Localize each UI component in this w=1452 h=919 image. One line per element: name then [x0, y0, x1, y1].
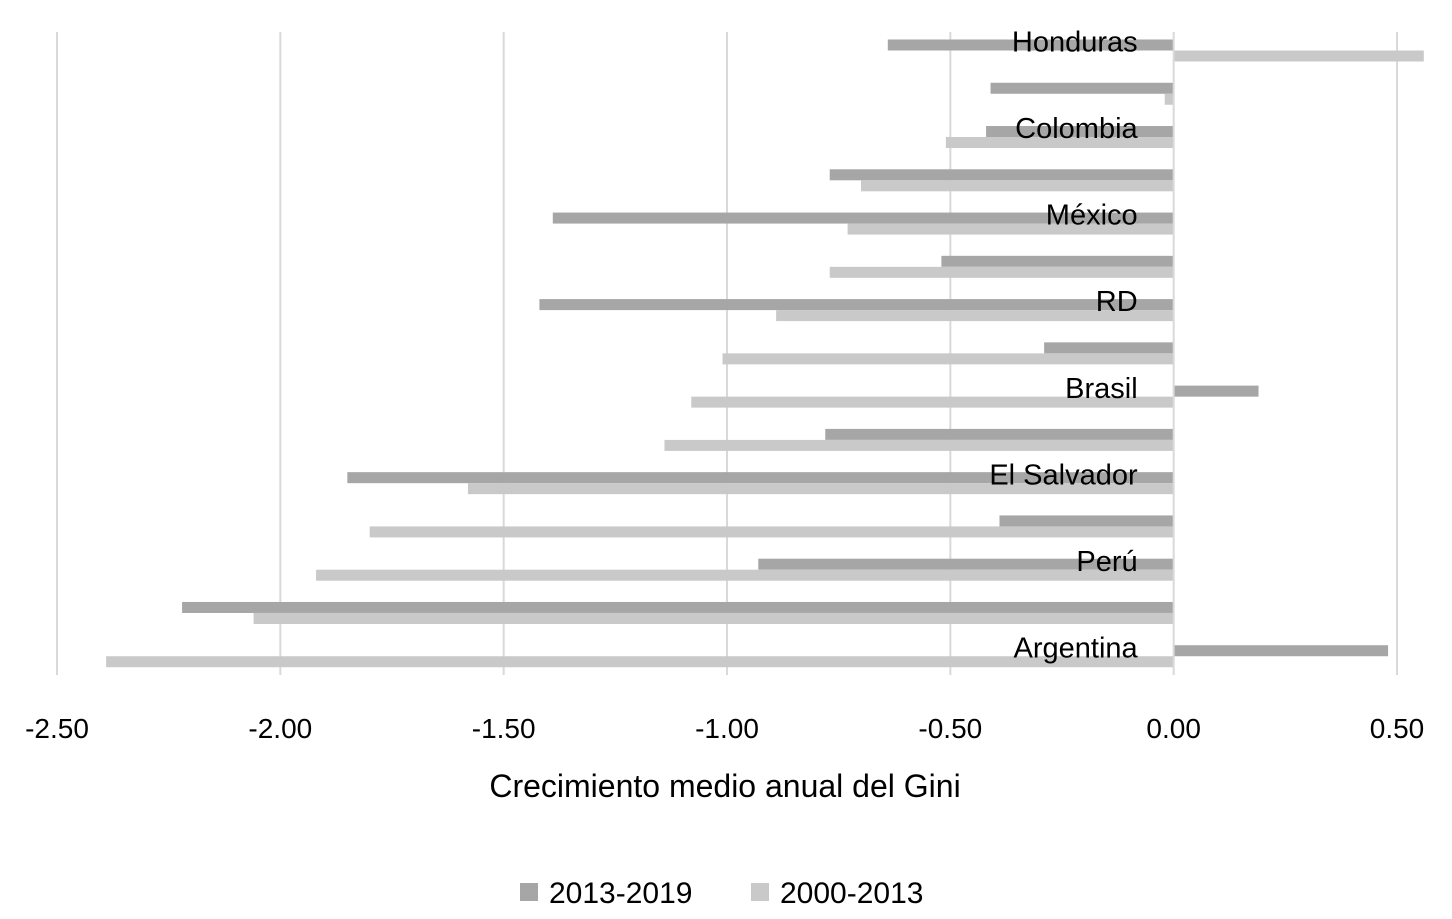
legend-swatch-2000-2013 [751, 883, 769, 901]
bar-2000-2013-row-9-brasil [691, 396, 1174, 408]
bar-2000-2013-row-11-el-salvador [467, 483, 1174, 495]
bar-2013-2019-row-6 [941, 255, 1174, 267]
x-tick-label: -2.50 [25, 713, 89, 744]
bar-2000-2013-row-8 [722, 353, 1174, 365]
bar-2000-2013-row-10 [664, 439, 1174, 451]
bar-2000-2013-row-1-honduras [1173, 50, 1424, 62]
x-tick-label: -2.00 [248, 713, 312, 744]
bar-2000-2013-row-3-colombia [945, 137, 1174, 149]
bar-2013-2019-row-1-honduras [887, 39, 1174, 51]
bar-2000-2013-row-7-rd [776, 310, 1174, 322]
x-axis-title: Crecimiento medio anual del Gini [489, 768, 960, 804]
category-label-honduras: Honduras [1012, 27, 1138, 59]
bar-2000-2013-row-6 [829, 266, 1174, 278]
bar-2013-2019-row-5-mexico [552, 212, 1174, 224]
bar-2013-2019-row-14 [182, 601, 1174, 613]
bar-2000-2013-row-15-argentina [106, 656, 1174, 668]
bar-2013-2019-row-3-colombia [986, 126, 1174, 138]
x-tick-label: -1.50 [472, 713, 536, 744]
bar-2013-2019-row-15-argentina [1173, 645, 1389, 657]
legend: 2013-2019 2000-2013 [520, 877, 923, 910]
legend-swatch-2013-2019 [520, 883, 538, 901]
bar-2013-2019-row-2 [990, 82, 1174, 94]
legend-label-2000-2013: 2000-2013 [780, 877, 923, 910]
category-label-rd: RD [1096, 286, 1138, 318]
x-tick-label: -0.50 [918, 713, 982, 744]
category-label-mexico: México [1046, 200, 1138, 232]
bar-2013-2019-row-7-rd [539, 299, 1174, 311]
category-label-argentina: Argentina [1014, 632, 1139, 664]
category-label-brasil: Brasil [1065, 373, 1138, 405]
bar-2000-2013-row-12 [369, 526, 1174, 538]
bar-2000-2013-row-13-peru [316, 569, 1174, 581]
bar-2013-2019-row-9-brasil [1173, 385, 1259, 397]
bars [106, 39, 1424, 668]
category-label-el-salvador: El Salvador [989, 459, 1138, 491]
category-labels: Honduras Colombia México RD Brasil El Salvado… [989, 27, 1138, 665]
x-tick-label: 0.50 [1370, 713, 1425, 744]
category-label-peru: Perú [1076, 546, 1137, 578]
bar-2013-2019-row-4 [829, 169, 1174, 181]
bar-2013-2019-row-8 [1044, 342, 1174, 354]
bar-2000-2013-row-2 [1164, 93, 1174, 105]
bar-2013-2019-row-12 [999, 515, 1174, 527]
legend-label-2013-2019: 2013-2019 [549, 877, 692, 910]
x-tick-label: 0.00 [1146, 713, 1201, 744]
x-tick-labels: -2.50 -2.00 -1.50 -1.00 -0.50 0.00 0.50 [25, 713, 1424, 744]
bar-2000-2013-row-14 [253, 612, 1174, 624]
bar-2000-2013-row-4 [861, 180, 1174, 192]
x-tick-label: -1.00 [695, 713, 759, 744]
bar-2013-2019-row-10 [825, 428, 1174, 440]
category-label-colombia: Colombia [1015, 113, 1138, 145]
bar-2013-2019-row-13-peru [758, 558, 1174, 570]
bar-2013-2019-row-11-el-salvador [347, 472, 1174, 484]
bar-2000-2013-row-5-mexico [847, 223, 1174, 235]
